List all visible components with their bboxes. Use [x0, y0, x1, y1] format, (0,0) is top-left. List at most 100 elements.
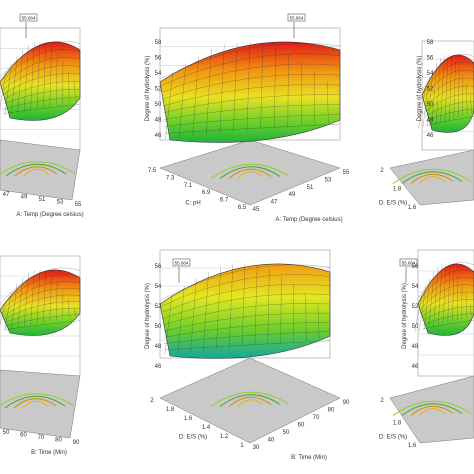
surface-panel-2: 55.664 46 48 50 52 54 56 58 Degree of hydrolysis…	[145, 13, 350, 223]
surface-mesh-line	[456, 275, 459, 321]
z-tick-label: 52	[412, 304, 419, 310]
right-axis-tick: 70	[38, 435, 45, 441]
flag-box	[287, 13, 306, 22]
z-tick-label: 48	[155, 118, 162, 124]
surface-mesh-line	[23, 273, 29, 327]
left-axis-tick: 2	[150, 398, 154, 404]
surface-patch	[417, 263, 474, 336]
z-tick-label: 50	[412, 324, 419, 330]
response-surface	[418, 53, 474, 133]
right-axis-tick: 70	[313, 415, 320, 421]
surface-mesh-line	[11, 284, 18, 330]
surface-mesh-line	[424, 85, 474, 108]
surface-mesh-line	[160, 274, 331, 307]
surface-mesh-line	[458, 66, 460, 118]
contour-line	[22, 400, 48, 409]
contour-line	[392, 400, 472, 416]
surface-mesh-line	[254, 265, 258, 346]
surface-mesh-line	[246, 41, 251, 132]
contour-line	[210, 391, 290, 407]
contour-line	[219, 166, 281, 179]
surface-mesh-line	[56, 281, 58, 321]
response-surface	[0, 40, 81, 121]
response-surface	[0, 267, 81, 336]
left-axis-tick: 1.6	[408, 443, 417, 449]
z-tick-label: 46	[155, 133, 162, 139]
surface-mesh-line	[4, 320, 81, 330]
surface-mesh-line	[228, 264, 234, 349]
right-axis-title: A: Temp (Degree celsius)	[16, 212, 83, 218]
surface-mesh-line	[161, 283, 331, 313]
contour-line	[14, 166, 58, 177]
surface-mesh-line	[465, 293, 467, 318]
z-tick-label: 52	[155, 304, 162, 310]
surface-mesh-line	[0, 40, 81, 77]
flag-label: 55.664	[402, 261, 416, 266]
contour-floor	[159, 357, 341, 444]
z-tick-label: 58	[155, 40, 162, 46]
surface-mesh-line	[2, 301, 81, 320]
surface-mesh-line	[68, 71, 70, 103]
surface-mesh-line	[419, 284, 474, 310]
z-tick-label: 52	[155, 87, 162, 93]
surface-mesh-line	[470, 94, 472, 114]
surface-mesh-line	[287, 53, 289, 128]
right-axis-title: B: Time (Min)	[291, 455, 327, 461]
surface-mesh-line	[162, 312, 331, 332]
right-axis-tick: 47	[3, 192, 10, 198]
z-tick-label: 56	[155, 264, 162, 270]
left-axis-tick: 1.6	[408, 205, 417, 211]
left-axis-title: D: E/S (%)	[379, 201, 407, 207]
contour-line	[419, 408, 445, 416]
surface-mesh-line	[423, 77, 474, 104]
surface-mesh-line	[305, 293, 307, 341]
contour-line	[410, 173, 454, 184]
right-axis-tick: 47	[271, 200, 278, 206]
surface-mesh-line	[1, 65, 81, 91]
surface-mesh-line	[162, 94, 341, 113]
left-axis-title: D: E/S (%)	[179, 435, 207, 441]
contour-line	[5, 163, 67, 177]
contour-line	[237, 399, 263, 407]
surface-mesh-line	[444, 54, 449, 122]
left-axis-tick: 7.5	[148, 168, 157, 174]
flag-box	[399, 258, 418, 267]
z-tick-label: 54	[155, 284, 162, 290]
surface-mesh-line	[2, 81, 81, 100]
surface-mesh-line	[206, 49, 212, 135]
surface-patch	[0, 269, 81, 336]
z-tick-label: 54	[427, 71, 434, 77]
surface-mesh-line	[17, 49, 24, 113]
surface-mesh-line	[164, 294, 173, 355]
z-tick-label: 46	[155, 364, 162, 370]
z-axis-title: Degree of hydrolysis (%)	[417, 56, 423, 122]
surface-panel-3: 46 48 50 52 54 56 58 Degree of hydrolysis (%) 2 1…	[379, 40, 474, 211]
left-axis-tick: 1.2	[220, 434, 229, 440]
surface-mesh-line	[426, 116, 474, 126]
left-axis-tick: 1.8	[393, 421, 402, 427]
right-axis-tick: 90	[343, 400, 350, 406]
surface-mesh-line	[449, 56, 452, 120]
surface-mesh-line	[425, 101, 474, 117]
surface-mesh-line	[425, 108, 474, 122]
surface-mesh-line	[216, 267, 221, 350]
surface-mesh-line	[469, 303, 472, 317]
surface-mesh-line	[420, 291, 474, 314]
surface-mesh-line	[438, 264, 443, 326]
contour-line	[401, 171, 463, 184]
surface-mesh-line	[418, 269, 474, 302]
left-axis-tick: 7.3	[166, 175, 175, 181]
surface-mesh-line	[314, 71, 316, 125]
contour-line	[419, 176, 445, 184]
contour-line	[237, 171, 263, 179]
surface-mesh-line	[190, 278, 197, 353]
flag-box	[172, 258, 191, 267]
left-axis-tick: 6.7	[220, 198, 229, 204]
flag-label: 55.664	[290, 16, 304, 21]
surface-mesh-line	[1, 281, 81, 311]
z-tick-label: 48	[412, 344, 419, 350]
surface-mesh-line	[165, 72, 174, 139]
surface-mesh-line	[428, 271, 435, 328]
left-axis-tick: 1.4	[202, 425, 211, 431]
